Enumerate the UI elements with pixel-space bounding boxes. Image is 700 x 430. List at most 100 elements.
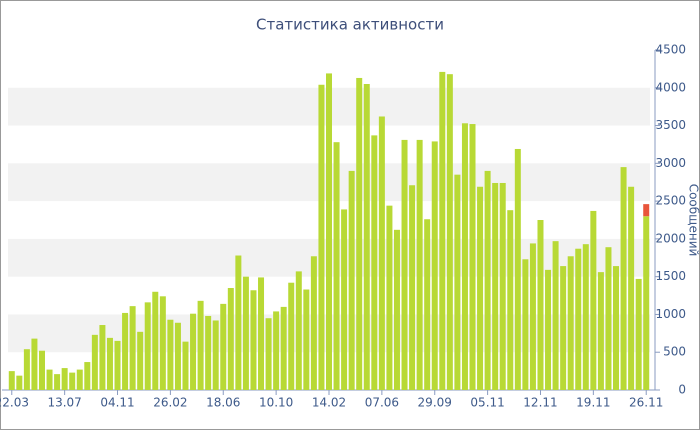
bar bbox=[38, 350, 45, 390]
chart-title: Статистика активности bbox=[256, 16, 444, 34]
bar bbox=[190, 313, 197, 390]
bar bbox=[356, 77, 363, 390]
y-tick-label: 3500 bbox=[655, 118, 686, 132]
bar bbox=[174, 322, 181, 390]
bar bbox=[258, 277, 265, 390]
bar bbox=[431, 141, 438, 390]
bar bbox=[477, 186, 484, 390]
bar bbox=[643, 204, 650, 217]
bar bbox=[454, 174, 461, 390]
bar bbox=[643, 216, 650, 390]
bar bbox=[16, 375, 23, 390]
bar bbox=[628, 186, 635, 390]
bar bbox=[393, 229, 400, 390]
bar bbox=[212, 320, 219, 390]
bar bbox=[61, 368, 68, 390]
bar bbox=[129, 306, 136, 390]
y-tick-label: 4000 bbox=[655, 80, 686, 94]
y-tick-label: 1500 bbox=[655, 269, 686, 283]
bar bbox=[620, 167, 627, 390]
bar bbox=[529, 243, 536, 390]
bar bbox=[582, 244, 589, 390]
bar bbox=[507, 210, 514, 390]
x-tick-label: 07.06 bbox=[365, 396, 399, 410]
bar bbox=[363, 84, 370, 390]
bar bbox=[159, 296, 166, 390]
bar bbox=[303, 289, 310, 390]
bar bbox=[401, 139, 408, 390]
x-tick-label: 26.11 bbox=[629, 396, 663, 410]
bar bbox=[575, 248, 582, 390]
bar bbox=[152, 291, 159, 390]
y-tick-label: 3000 bbox=[655, 156, 686, 170]
x-tick-label: 26.02 bbox=[153, 396, 187, 410]
bar bbox=[341, 209, 348, 390]
bar bbox=[84, 362, 91, 390]
bar bbox=[265, 318, 272, 390]
bar bbox=[348, 170, 355, 390]
bar bbox=[326, 73, 332, 390]
bar bbox=[182, 341, 189, 390]
bar bbox=[514, 148, 521, 390]
bar bbox=[371, 135, 378, 390]
bar bbox=[545, 269, 552, 390]
bar bbox=[560, 266, 567, 390]
bar bbox=[635, 278, 642, 390]
bar bbox=[167, 319, 174, 390]
bar bbox=[446, 74, 453, 390]
bar bbox=[197, 300, 204, 390]
bar bbox=[424, 219, 431, 390]
bar bbox=[31, 338, 38, 390]
bar bbox=[552, 241, 559, 390]
bar bbox=[144, 302, 151, 390]
bar bbox=[484, 170, 491, 390]
bar bbox=[54, 374, 61, 390]
bar bbox=[220, 303, 227, 390]
bar bbox=[416, 139, 423, 390]
bar bbox=[250, 290, 257, 390]
x-tick-label: 13.07 bbox=[47, 396, 81, 410]
bar bbox=[91, 334, 98, 390]
bar bbox=[69, 372, 76, 390]
bar bbox=[288, 282, 295, 390]
bar bbox=[378, 116, 385, 390]
bar bbox=[227, 288, 234, 390]
x-tick-label: 18.06 bbox=[206, 396, 240, 410]
y-axis-label: Сообщений bbox=[687, 184, 700, 257]
bar bbox=[492, 182, 499, 390]
bar bbox=[469, 124, 476, 391]
bar bbox=[122, 312, 129, 390]
bar bbox=[114, 340, 121, 390]
bar bbox=[295, 271, 302, 390]
y-tick-label: 1000 bbox=[655, 307, 686, 321]
x-tick-label: 29.09 bbox=[418, 396, 452, 410]
bar bbox=[461, 123, 468, 391]
bar bbox=[205, 315, 212, 390]
x-tick-label: 22.03 bbox=[0, 396, 29, 410]
bar bbox=[280, 306, 287, 390]
y-tick-label: 2000 bbox=[655, 231, 686, 245]
bar bbox=[273, 311, 280, 390]
y-tick-label: 0 bbox=[678, 383, 686, 397]
y-tick-label: 4500 bbox=[655, 43, 686, 57]
bar bbox=[386, 205, 393, 390]
x-tick-label: 05.11 bbox=[470, 396, 504, 410]
x-tick-label: 04.11 bbox=[100, 396, 134, 410]
bar bbox=[605, 247, 612, 390]
x-tick-label: 19.11 bbox=[576, 396, 610, 410]
bar bbox=[522, 259, 529, 390]
bar bbox=[8, 371, 15, 390]
y-tick-label: 500 bbox=[663, 345, 686, 359]
bar bbox=[439, 71, 446, 391]
bar bbox=[235, 255, 242, 390]
bar bbox=[499, 182, 506, 390]
bar bbox=[409, 185, 416, 390]
bar bbox=[99, 325, 106, 390]
bar bbox=[333, 142, 340, 390]
bar bbox=[242, 276, 249, 390]
bar bbox=[310, 256, 317, 390]
bar bbox=[537, 220, 544, 390]
x-tick-label: 10.10 bbox=[259, 396, 293, 410]
